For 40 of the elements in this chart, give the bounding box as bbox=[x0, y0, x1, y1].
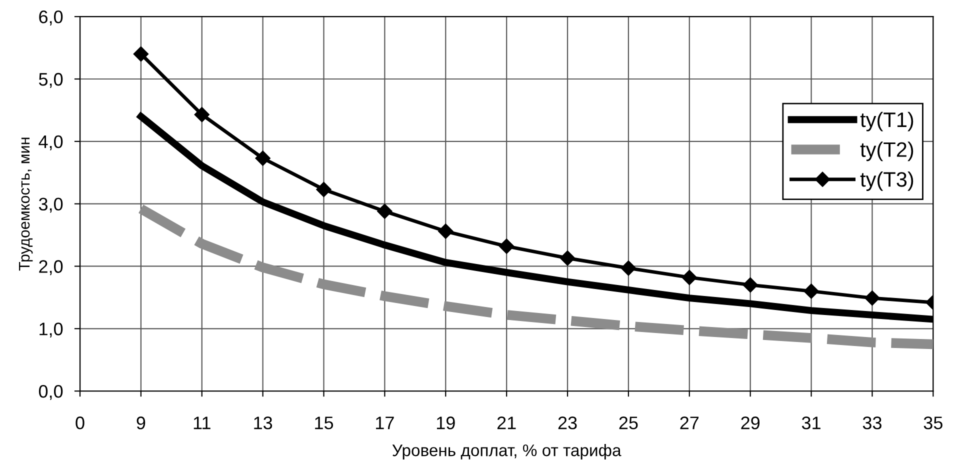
y-tick-label: 4,0 bbox=[38, 135, 63, 150]
point bbox=[255, 150, 270, 166]
y-tick-label: 2,0 bbox=[39, 260, 63, 276]
point bbox=[377, 204, 392, 219]
x-tick-label: 21 bbox=[497, 416, 516, 430]
point bbox=[620, 260, 636, 276]
x-tick-label: 29 bbox=[741, 416, 760, 430]
x-tick-label: 15 bbox=[315, 416, 334, 430]
y-axis-title: Трудоемкость, мин bbox=[19, 138, 33, 271]
x-tick-label: 13 bbox=[254, 416, 272, 430]
x-tick-label: 35 bbox=[924, 416, 942, 430]
point bbox=[133, 46, 149, 62]
x-tick-label: 23 bbox=[558, 416, 577, 430]
y-tick-label: 5,0 bbox=[38, 72, 63, 88]
point bbox=[560, 250, 576, 266]
point bbox=[804, 284, 819, 299]
legend-label: ty(T1) bbox=[860, 112, 914, 132]
y-tick-label: 0,0 bbox=[38, 384, 63, 400]
point bbox=[499, 238, 514, 254]
point bbox=[438, 224, 454, 239]
x-tick-label: 9 bbox=[136, 416, 146, 430]
point bbox=[316, 182, 332, 198]
x-tick-label: 33 bbox=[862, 416, 882, 430]
legend-label: ty(T2) bbox=[860, 142, 914, 162]
x-tick-label: 0 bbox=[76, 416, 84, 430]
x-tick-label: 17 bbox=[376, 416, 394, 430]
y-tick-label: 3,0 bbox=[38, 198, 63, 213]
x-tick-label: 27 bbox=[680, 416, 699, 430]
point bbox=[864, 290, 880, 306]
x-tick-label: 19 bbox=[436, 416, 455, 430]
x-tick-label: 25 bbox=[619, 416, 638, 430]
point bbox=[682, 270, 697, 286]
y-tick-label: 6,0 bbox=[39, 10, 63, 26]
x-tick-label: 31 bbox=[802, 416, 820, 430]
legend-label: ty(T3) bbox=[860, 172, 914, 191]
point bbox=[194, 107, 210, 122]
x-tick-label: 11 bbox=[194, 416, 210, 430]
point bbox=[742, 277, 758, 293]
y-tick-label: 1,0 bbox=[40, 322, 63, 338]
x-axis-title: Уровень доплат, % от тарифа bbox=[392, 444, 622, 460]
